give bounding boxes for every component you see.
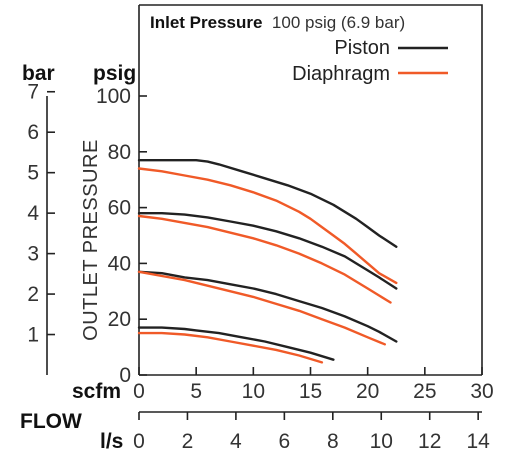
y-unit-psig: psig	[93, 62, 136, 85]
x-tick-label: 30	[470, 380, 493, 403]
y-tick-label: 100	[96, 85, 131, 108]
series-line-diaphragm-3	[137, 270, 386, 346]
bar-tick-label: 1	[27, 324, 39, 347]
x-unit-ls: l/s	[100, 430, 123, 453]
x-unit-scfm: scfm	[72, 380, 121, 403]
y-tick-label: 20	[108, 308, 131, 331]
bar-tick-label: 5	[27, 162, 39, 185]
series-line-piston-1	[137, 158, 398, 248]
ls-tick-label: 4	[230, 430, 242, 453]
ls-tick-label: 2	[182, 430, 194, 453]
x-tick-label: 15	[299, 380, 322, 403]
bar-tick-label: 6	[27, 121, 39, 144]
x-tick-label: 25	[413, 380, 436, 403]
series-line-diaphragm-2	[137, 214, 392, 304]
x-tick-label: 20	[356, 380, 379, 403]
series-line-piston-3	[137, 270, 398, 343]
x-tick-label: 0	[133, 380, 145, 403]
bar-tick-label: 4	[27, 202, 39, 225]
bar-tick-label: 7	[27, 81, 39, 104]
y-tick-label: 80	[108, 141, 131, 164]
series-line-diaphragm-1	[137, 167, 398, 285]
chart-title: Inlet Pressure 100 psig (6.9 bar)	[150, 13, 405, 32]
plot-frame	[139, 4, 483, 375]
y-tick-label: 60	[108, 197, 131, 220]
series-line-diaphragm-4	[137, 331, 324, 364]
x-tick-label: 10	[242, 380, 265, 403]
y-tick-label: 0	[119, 364, 131, 387]
y-axis-label: OUTLET PRESSURE	[80, 139, 102, 341]
ls-tick-label: 10	[370, 430, 393, 453]
x-axis-label: FLOW	[20, 410, 82, 433]
series-line-piston-4	[137, 326, 335, 361]
y-unit-bar: bar	[22, 62, 55, 85]
series-line-piston-2	[137, 211, 398, 290]
ls-tick-label: 6	[279, 430, 291, 453]
bar-tick-label: 2	[27, 283, 39, 306]
ls-tick-label: 12	[418, 430, 441, 453]
bar-tick-label: 3	[27, 243, 39, 266]
x-tick-label: 5	[190, 380, 202, 403]
legend-label-piston: Piston	[334, 37, 390, 59]
y-tick-label: 40	[108, 252, 131, 275]
ls-tick-label: 0	[133, 430, 145, 453]
ls-tick-label: 8	[327, 430, 339, 453]
legend-label-diaphragm: Diaphragm	[292, 63, 390, 85]
ls-tick-label: 14	[466, 430, 490, 453]
